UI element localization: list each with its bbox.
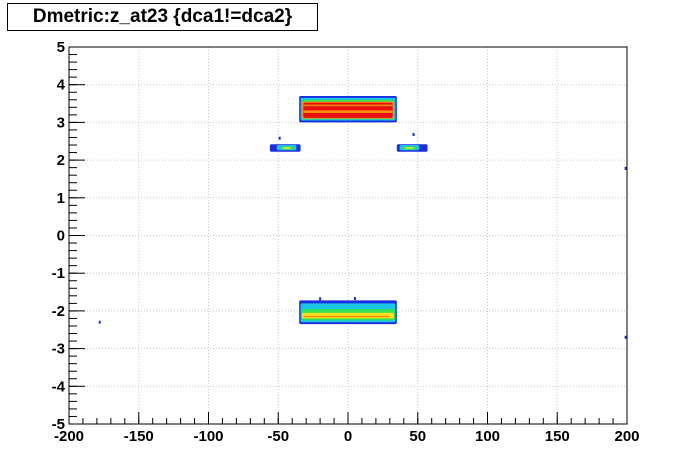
data-point [624,335,627,339]
data-point [412,132,415,136]
y-tick-label: -5 [52,416,65,433]
y-tick-label: -1 [52,265,65,282]
density-cell [303,110,393,113]
y-tick-label: 5 [57,39,65,56]
density-cell [303,104,393,107]
y-tick-label: 1 [57,190,65,207]
cluster-left-blob [269,144,301,152]
data-layer [98,96,627,339]
y-tick-label: 3 [57,114,65,131]
data-point [353,296,356,300]
x-tick-label: 0 [344,428,352,445]
y-tick-label: 4 [57,77,66,94]
y-tick-label: -2 [52,303,65,320]
y-tick-label: -4 [52,378,66,395]
tick-label-layer: -200 -150 -100 -50 0 50 100 150 200 -5 -4 -3 -2 -1 0 1 2… [52,39,640,445]
x-tick-label: -150 [124,428,154,445]
y-tick-label: 2 [57,152,65,169]
y-tick-label: -3 [52,341,65,358]
cluster-right-blob [396,144,428,152]
tick-layer [68,46,628,425]
data-point [278,136,281,140]
density-cell [282,147,291,149]
cluster-lower-band [299,300,397,325]
y-tick-label: 0 [57,228,65,245]
density-cell [405,147,414,149]
x-tick-label: 200 [614,428,639,445]
x-tick-label: 50 [409,428,426,445]
data-point [624,166,627,170]
density-cell [301,312,395,319]
chart-title: Dmetric:z_at23 {dca1!=dca2} [7,3,318,31]
grid-layer [69,47,627,424]
x-tick-label: 100 [475,428,500,445]
x-tick-label: -100 [193,428,223,445]
data-point [98,320,101,324]
x-tick-label: -200 [54,428,84,445]
x-tick-label: 150 [545,428,570,445]
density-cell [303,315,390,318]
x-tick-label: -50 [267,428,289,445]
data-point [319,297,322,301]
cluster-upper-band [299,96,397,123]
